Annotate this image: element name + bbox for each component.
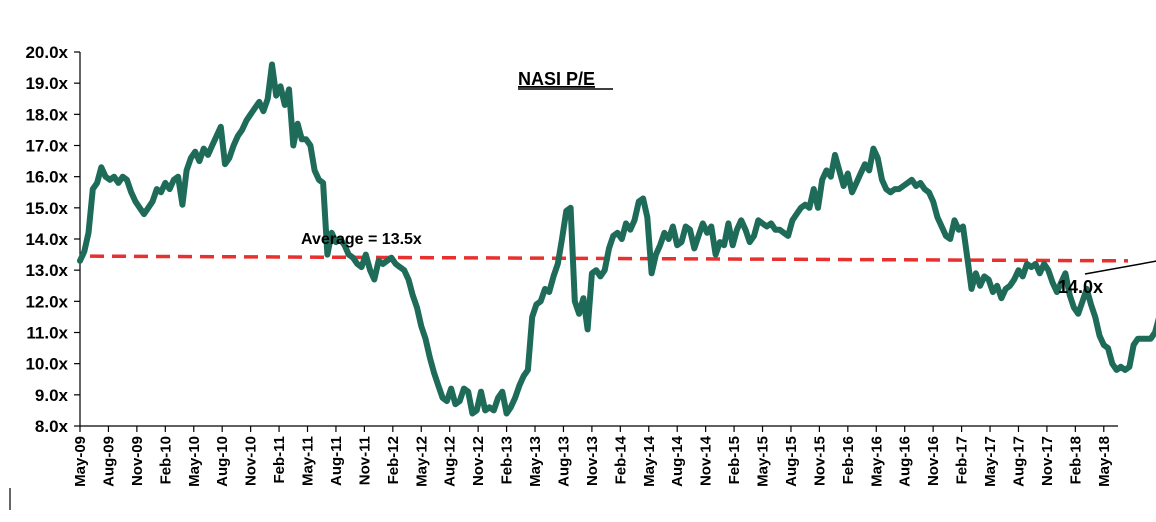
x-tick-label: May-10 <box>186 436 203 487</box>
y-tick-label: 9.0x <box>35 386 69 405</box>
x-tick-label: Nov-15 <box>811 436 828 486</box>
x-tick-label: May-18 <box>1096 436 1113 487</box>
y-tick-label: 16.0x <box>25 168 68 187</box>
x-tick-label: Aug-13 <box>555 436 572 487</box>
x-tick-label: Aug-16 <box>897 436 914 487</box>
x-tick-label: May-17 <box>982 436 999 487</box>
y-tick-label: 14.0x <box>25 230 68 249</box>
x-tick-label: Nov-17 <box>1039 436 1056 486</box>
y-tick-label: 20.0x <box>25 43 68 62</box>
x-tick-label: Feb-13 <box>499 436 516 484</box>
y-axis: 8.0x 9.0x 10.0x 11.0x 12.0x 13.0x 14.0x 15.0x 16… <box>25 43 81 436</box>
x-tick-label: Nov-12 <box>470 436 487 486</box>
x-tick-label: Feb-15 <box>726 436 743 484</box>
average-label: Average = 13.5x <box>301 231 422 248</box>
x-axis: May-09 Aug-09 Nov-09 Feb-10 May-10 Aug-10 Nov-… <box>72 425 1118 487</box>
x-tick-label: Feb-17 <box>954 436 971 484</box>
y-tick-label: 10.0x <box>25 355 68 374</box>
y-tick-label: 17.0x <box>25 137 68 156</box>
x-tick-label: May-09 <box>72 436 89 487</box>
x-tick-label: Nov-11 <box>356 436 373 485</box>
x-tick-label: Aug-14 <box>669 435 686 486</box>
chart-title: NASI P/E <box>518 69 595 89</box>
y-tick-label: 15.0x <box>25 199 68 218</box>
x-tick-label: May-11 <box>300 436 317 486</box>
x-tick-label: Feb-16 <box>840 436 857 484</box>
x-tick-label: Nov-10 <box>243 436 260 486</box>
y-tick-label: 18.0x <box>25 105 68 124</box>
x-tick-label: Nov-13 <box>584 436 601 486</box>
x-tick-label: Aug-11 <box>328 436 345 486</box>
x-tick-label: Feb-11 <box>271 436 288 484</box>
x-tick-label: Aug-09 <box>100 436 117 487</box>
y-tick-label: 11.0x <box>26 324 68 343</box>
annotation-pointer <box>1084 260 1156 275</box>
x-tick-label: Feb-12 <box>385 436 402 484</box>
x-tick-label: Aug-12 <box>442 436 459 487</box>
x-tick-label: Aug-17 <box>1010 436 1027 487</box>
x-tick-label: May-14 <box>641 435 658 487</box>
x-tick-label: May-12 <box>413 436 430 487</box>
y-tick-label: 13.0x <box>25 261 68 280</box>
x-tick-label: May-15 <box>755 436 772 487</box>
x-tick-label: May-16 <box>868 436 885 487</box>
x-tick-label: Nov-16 <box>925 436 942 486</box>
y-tick-label: 19.0x <box>25 74 68 93</box>
x-tick-label: Aug-15 <box>783 436 800 487</box>
x-tick-label: Feb-10 <box>157 436 174 484</box>
x-tick-label: May-13 <box>527 436 544 487</box>
pe-series-line <box>77 61 1156 417</box>
x-tick-label: Feb-14 <box>612 435 629 484</box>
y-tick-label: 12.0x <box>25 292 68 311</box>
last-value-annotation: 14.0x <box>1058 277 1103 297</box>
x-tick-label: Nov-09 <box>129 436 146 486</box>
x-tick-label: Aug-10 <box>214 436 231 487</box>
x-tick-label: Feb-18 <box>1067 436 1084 484</box>
y-tick-label: 8.0x <box>35 417 69 436</box>
x-tick-label: Nov-14 <box>698 435 715 486</box>
